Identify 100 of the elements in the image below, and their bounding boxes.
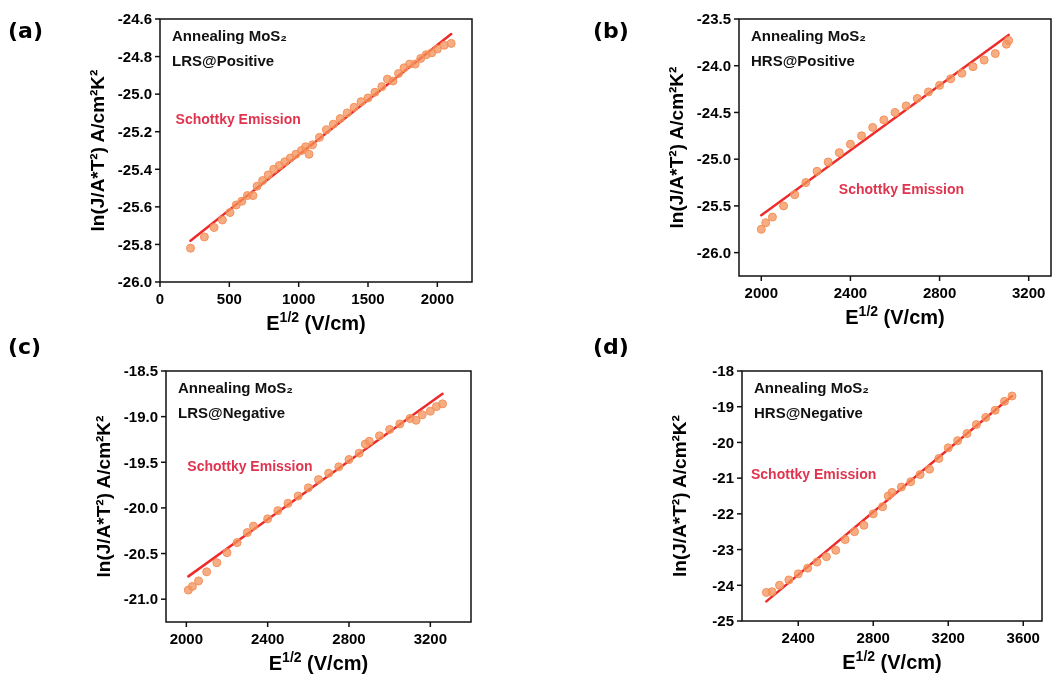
y-axis-title: ln(J/A*T²) A/cm²K² (87, 69, 108, 232)
annotation: Annealing MoS₂ (178, 379, 293, 396)
point (934, 454, 944, 463)
point (194, 576, 204, 586)
y-tick-label: -24.6 (117, 10, 152, 28)
x-tick-label: 1000 (281, 290, 316, 307)
y-tick-label: -25.0 (117, 85, 152, 103)
point (879, 115, 889, 125)
point (779, 201, 789, 211)
point (263, 514, 273, 524)
x-tick-label: 2000 (169, 630, 204, 647)
point (304, 149, 314, 159)
point (1007, 391, 1017, 401)
point (784, 575, 794, 585)
point (821, 552, 831, 562)
point (328, 119, 338, 129)
y-tick-label: -26.0 (117, 273, 152, 291)
y-tick-label: -25.6 (117, 198, 152, 216)
y-tick-label: -20.0 (123, 499, 158, 517)
point (199, 232, 209, 242)
x-tick-label: 2800 (922, 284, 957, 301)
point (410, 59, 420, 69)
y-tick-label: -26.0 (696, 243, 731, 261)
y-tick-label: -22 (712, 505, 734, 523)
point (425, 406, 435, 416)
y-tick-label: -25.0 (696, 150, 731, 168)
x-tick-label: 500 (216, 290, 242, 307)
annotation: Annealing MoS₂ (751, 27, 866, 44)
point (767, 587, 777, 597)
point (868, 509, 878, 519)
point (890, 107, 900, 117)
point (446, 38, 456, 48)
point (225, 207, 235, 217)
point (363, 93, 373, 103)
point (971, 420, 981, 430)
point (801, 178, 811, 188)
annotation: Schottky Emission (838, 180, 965, 197)
y-tick-label: -19.0 (123, 407, 158, 425)
point (186, 243, 196, 253)
point (417, 410, 427, 420)
point (887, 487, 897, 497)
x-tick-label: 2000 (744, 284, 778, 301)
annotation: Annealing MoS₂ (754, 379, 869, 396)
point (896, 482, 906, 492)
point (756, 224, 766, 234)
point (263, 170, 273, 180)
point (385, 424, 395, 434)
point (431, 402, 441, 412)
point (258, 176, 268, 186)
point (981, 412, 991, 422)
point (943, 443, 953, 453)
point (868, 122, 878, 132)
point (252, 181, 262, 191)
point (324, 468, 334, 478)
point (915, 470, 925, 480)
y-axis-title: ln(J/A*T²) A/cm²K² (669, 415, 690, 577)
annotation: Schottky Emission (751, 465, 877, 482)
y-tick-label: -25.4 (117, 160, 153, 178)
point (202, 567, 212, 577)
point (906, 477, 916, 487)
x-tick-label: 2000 (420, 290, 455, 307)
x-axis-title: E$^{1/2}$ (V/cm) (845, 303, 945, 328)
y-tick-label: -23 (712, 540, 734, 558)
y-tick-label: -19 (712, 397, 734, 415)
y-tick-label: -24.8 (117, 47, 152, 65)
point (212, 558, 222, 568)
y-tick-label: -25 (712, 612, 734, 630)
point (968, 62, 978, 72)
point (394, 68, 404, 78)
annotation: Schottky Emission (187, 458, 313, 475)
point (335, 114, 345, 124)
point (979, 55, 989, 65)
x-tick-label: 2400 (250, 630, 285, 647)
point (364, 436, 374, 446)
point (990, 405, 1000, 415)
point (342, 108, 352, 118)
point (925, 464, 934, 474)
point (803, 563, 813, 573)
point (242, 528, 252, 538)
y-tick-label: -18.5 (123, 362, 158, 380)
x-tick-label: 2800 (332, 630, 366, 647)
point (303, 483, 313, 493)
point (411, 415, 421, 425)
point (834, 148, 844, 158)
y-tick-label: -24.0 (696, 56, 731, 74)
point (790, 190, 800, 200)
x-tick-label: 2800 (856, 629, 890, 646)
point (840, 535, 850, 545)
point (314, 132, 324, 142)
point (334, 462, 344, 472)
x-tick-label: 3600 (1006, 629, 1040, 646)
point (878, 502, 888, 512)
point (395, 419, 405, 429)
y-tick-label: -25.5 (696, 197, 731, 215)
chart-title: (c) (8, 334, 42, 359)
annotation: HRS@Positive (751, 52, 855, 69)
point (946, 74, 956, 84)
point (349, 102, 359, 112)
annotation: HRS@Negative (754, 404, 863, 421)
point (850, 527, 859, 537)
